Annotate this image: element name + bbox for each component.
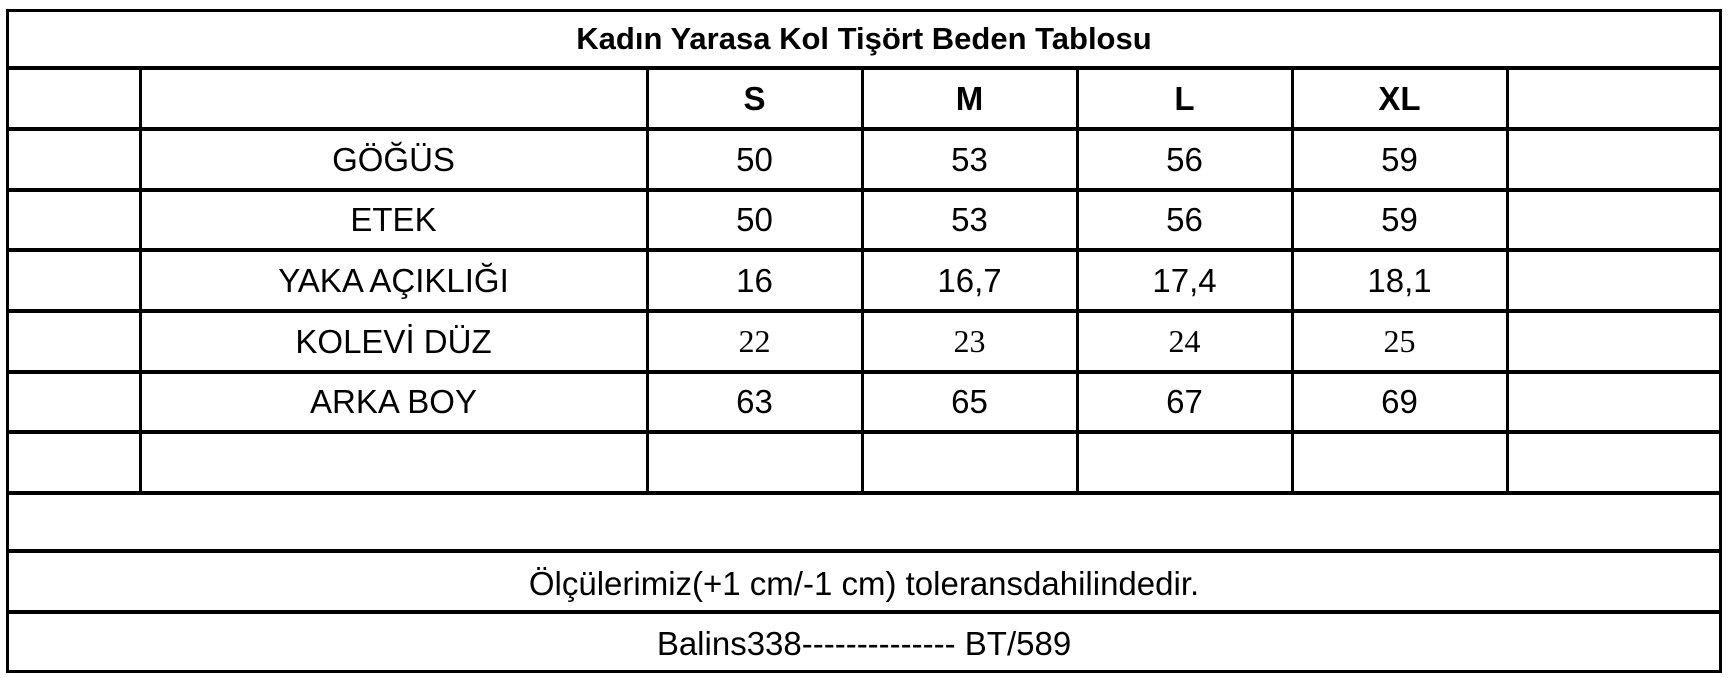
size-header-l: L xyxy=(1174,79,1195,117)
size-header-xl: XL xyxy=(1378,79,1421,117)
measurement-value: 23 xyxy=(953,323,986,359)
column-divider xyxy=(646,68,649,493)
tolerance-note: Ölçülerimiz(+1 cm/-1 cm) toleransdahilin… xyxy=(6,555,1722,613)
measurement-value: 56 xyxy=(1166,140,1203,178)
measurement-value: 50 xyxy=(736,140,773,178)
column-divider xyxy=(1506,68,1509,493)
measurement-label: ETEK xyxy=(350,201,437,238)
row-divider xyxy=(6,248,1722,252)
measurement-label: GÖĞÜS xyxy=(332,140,455,178)
measurement-value: 63 xyxy=(736,383,773,420)
measurement-value: 69 xyxy=(1381,383,1418,420)
size-header-s: S xyxy=(743,79,766,117)
column-divider xyxy=(1291,68,1294,493)
row-divider xyxy=(6,549,1722,553)
row-divider xyxy=(6,309,1722,313)
row-divider xyxy=(6,370,1722,374)
measurement-value: 59 xyxy=(1381,140,1418,178)
row-divider xyxy=(6,188,1722,192)
row-divider xyxy=(6,66,1722,70)
measurement-value: 65 xyxy=(951,383,988,420)
measurement-label: YAKA AÇIKLIĞI xyxy=(278,261,509,299)
measurement-value: 59 xyxy=(1381,201,1418,238)
row-divider xyxy=(6,610,1722,614)
measurement-value: 18,1 xyxy=(1367,261,1432,299)
measurement-value: 24 xyxy=(1168,323,1201,359)
tolerance-note-text: Ölçülerimiz(+1 cm/-1 cm) toleransdahilin… xyxy=(528,565,1200,602)
measurement-value: 56 xyxy=(1166,201,1203,238)
column-divider xyxy=(139,68,142,493)
size-table xyxy=(6,9,1722,673)
measurement-value: 17,4 xyxy=(1152,261,1217,299)
table-title: Kadın Yarasa Kol Tişört Beden Tablosu xyxy=(576,20,1152,56)
measurement-value: 16,7 xyxy=(937,261,1002,299)
measurement-label: ARKA BOY xyxy=(310,383,477,420)
measurement-value: 53 xyxy=(951,201,988,238)
row-divider xyxy=(6,430,1722,434)
measurement-value: 16 xyxy=(736,261,773,299)
measurement-value: 53 xyxy=(951,140,988,178)
row-divider xyxy=(6,491,1722,495)
measurement-label: KOLEVİ DÜZ xyxy=(295,322,492,360)
measurement-value: 22 xyxy=(738,323,771,359)
column-divider xyxy=(861,68,864,493)
measurement-value: 25 xyxy=(1383,323,1416,359)
size-header-m: M xyxy=(955,79,984,117)
row-divider xyxy=(6,127,1722,131)
product-code: Balins338-------------- BT/589 xyxy=(656,625,1072,662)
measurement-value: 67 xyxy=(1166,383,1203,420)
column-divider xyxy=(1076,68,1079,493)
measurement-value: 50 xyxy=(736,201,773,238)
